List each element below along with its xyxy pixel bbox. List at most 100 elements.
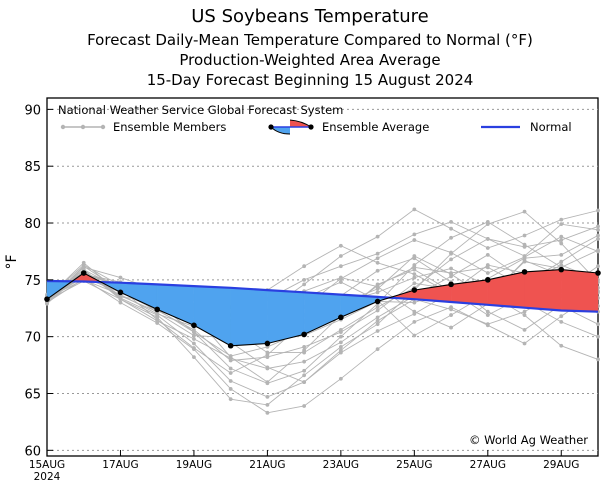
ensemble-member-point [412,319,417,324]
x-tick-label: 27AUG [470,459,506,471]
ensemble-member-point [596,357,600,362]
ensemble-member-point [412,275,417,280]
ensemble-member-point [522,327,527,332]
ensemble-member-point [265,381,270,386]
ensemble-member-point [485,252,490,257]
x-tick-label: 15AUG [29,459,65,471]
ensemble-member-point [155,312,160,316]
ensemble-member-point [265,402,270,407]
x-tick-label: 29AUG [543,459,579,471]
ensemble-member-point [338,340,343,345]
ensemble-member-point [449,235,453,240]
chart-subtitle-2: Production-Weighted Area Average [179,51,440,69]
ensemble-member-point [375,283,380,288]
ensemble-member-point [559,252,564,257]
ensemble-member-point [559,343,564,348]
ensemble-member-point [375,305,380,310]
ensemble-member-point [449,251,453,256]
ensemble-member-point [228,354,233,358]
ensemble-member-point [338,334,343,339]
ensemble-member-point [302,359,307,364]
ensemble-member-point [485,237,490,241]
ensemble-member-point [559,259,564,264]
ensemble-member-point [118,275,123,280]
ensemble-average-point [374,298,381,305]
ensemble-member-point [522,256,527,261]
ensemble-member-point [412,238,417,242]
legend-normal-label: Normal [530,120,572,134]
ensemble-member-point [338,348,343,353]
legend-average-dot [308,124,314,130]
ensemble-member-point [228,379,233,383]
ensemble-member-point [559,217,564,222]
ensemble-member-point [375,315,380,320]
ensemble-average-point [80,270,87,276]
ensemble-member-point [485,222,490,227]
ensemble-member-point [485,313,490,317]
ensemble-member-point [412,281,417,286]
ensemble-member-point [449,266,453,271]
ensemble-member-point [265,395,270,399]
ensemble-member-point [302,368,307,373]
ensemble-member-point [522,341,527,346]
ensemble-member-point [449,226,453,231]
ensemble-member-point [596,322,600,327]
ensemble-member-point [338,280,343,285]
y-tick-label: 65 [24,387,41,402]
ensemble-member-point [522,209,527,214]
ensemble-member-line [46,254,599,369]
ensemble-member-point [338,275,343,280]
ensemble-average-point [117,289,124,296]
y-tick-label: 90 [24,103,41,118]
ensemble-member-point [228,366,233,371]
legend-above-swatch [290,120,311,127]
ensemble-member-point [412,272,417,277]
y-tick-label: 70 [24,331,41,346]
ensemble-member-point [449,219,453,224]
y-tick-label: 75 [24,274,41,289]
ensemble-member-point [412,207,417,212]
ensemble-member-point [265,410,270,415]
credit-label: © World Ag Weather [469,433,588,447]
ensemble-member-point [302,380,307,385]
ensemble-average-point [301,331,307,338]
ensemble-member-point [559,234,564,239]
ensemble-member-point [192,333,196,338]
y-axis: 60 65 70 75 80 85 90 [24,103,53,459]
ensemble-average-point [264,340,271,347]
legend-average-label: Ensemble Average [322,120,429,134]
ensemble-member-point [559,263,564,267]
ensemble-member-point [522,244,527,249]
legend-members-dot [100,124,106,130]
ensemble-member-point [118,300,123,305]
ensemble-member-point [302,282,307,287]
ensemble-member-point [302,277,307,282]
ensemble-member-point [596,227,600,232]
ensemble-member-point [412,265,417,270]
y-tick-label: 60 [24,444,41,459]
ensemble-member-point [302,373,307,378]
ensemble-member-point [596,264,600,269]
ensemble-member-point [559,319,564,324]
ensemble-member-line [46,278,599,414]
ensemble-average-point [154,306,160,313]
ensemble-member-point [412,333,417,338]
ensemble-average-point [521,269,528,275]
normal-line [46,279,599,313]
ensemble-average-point [227,342,234,349]
above-normal-area [487,271,525,308]
chart-title: US Soybeans Temperature [191,6,428,27]
ensemble-member-point [485,246,490,250]
x-tick-label: 17AUG [102,459,138,471]
ensemble-member-point [522,313,527,317]
x-tick-label: 23AUG [323,459,359,471]
ensemble-member-point [559,222,564,227]
legend-members-label: Ensemble Members [113,120,226,134]
ensemble-member-point [375,256,380,261]
ensemble-member-point [596,208,600,213]
ensemble-member-point [522,309,527,314]
ensemble-member-point [449,271,453,275]
ensemble-member-point [302,350,307,355]
ensemble-member-point [375,287,380,291]
